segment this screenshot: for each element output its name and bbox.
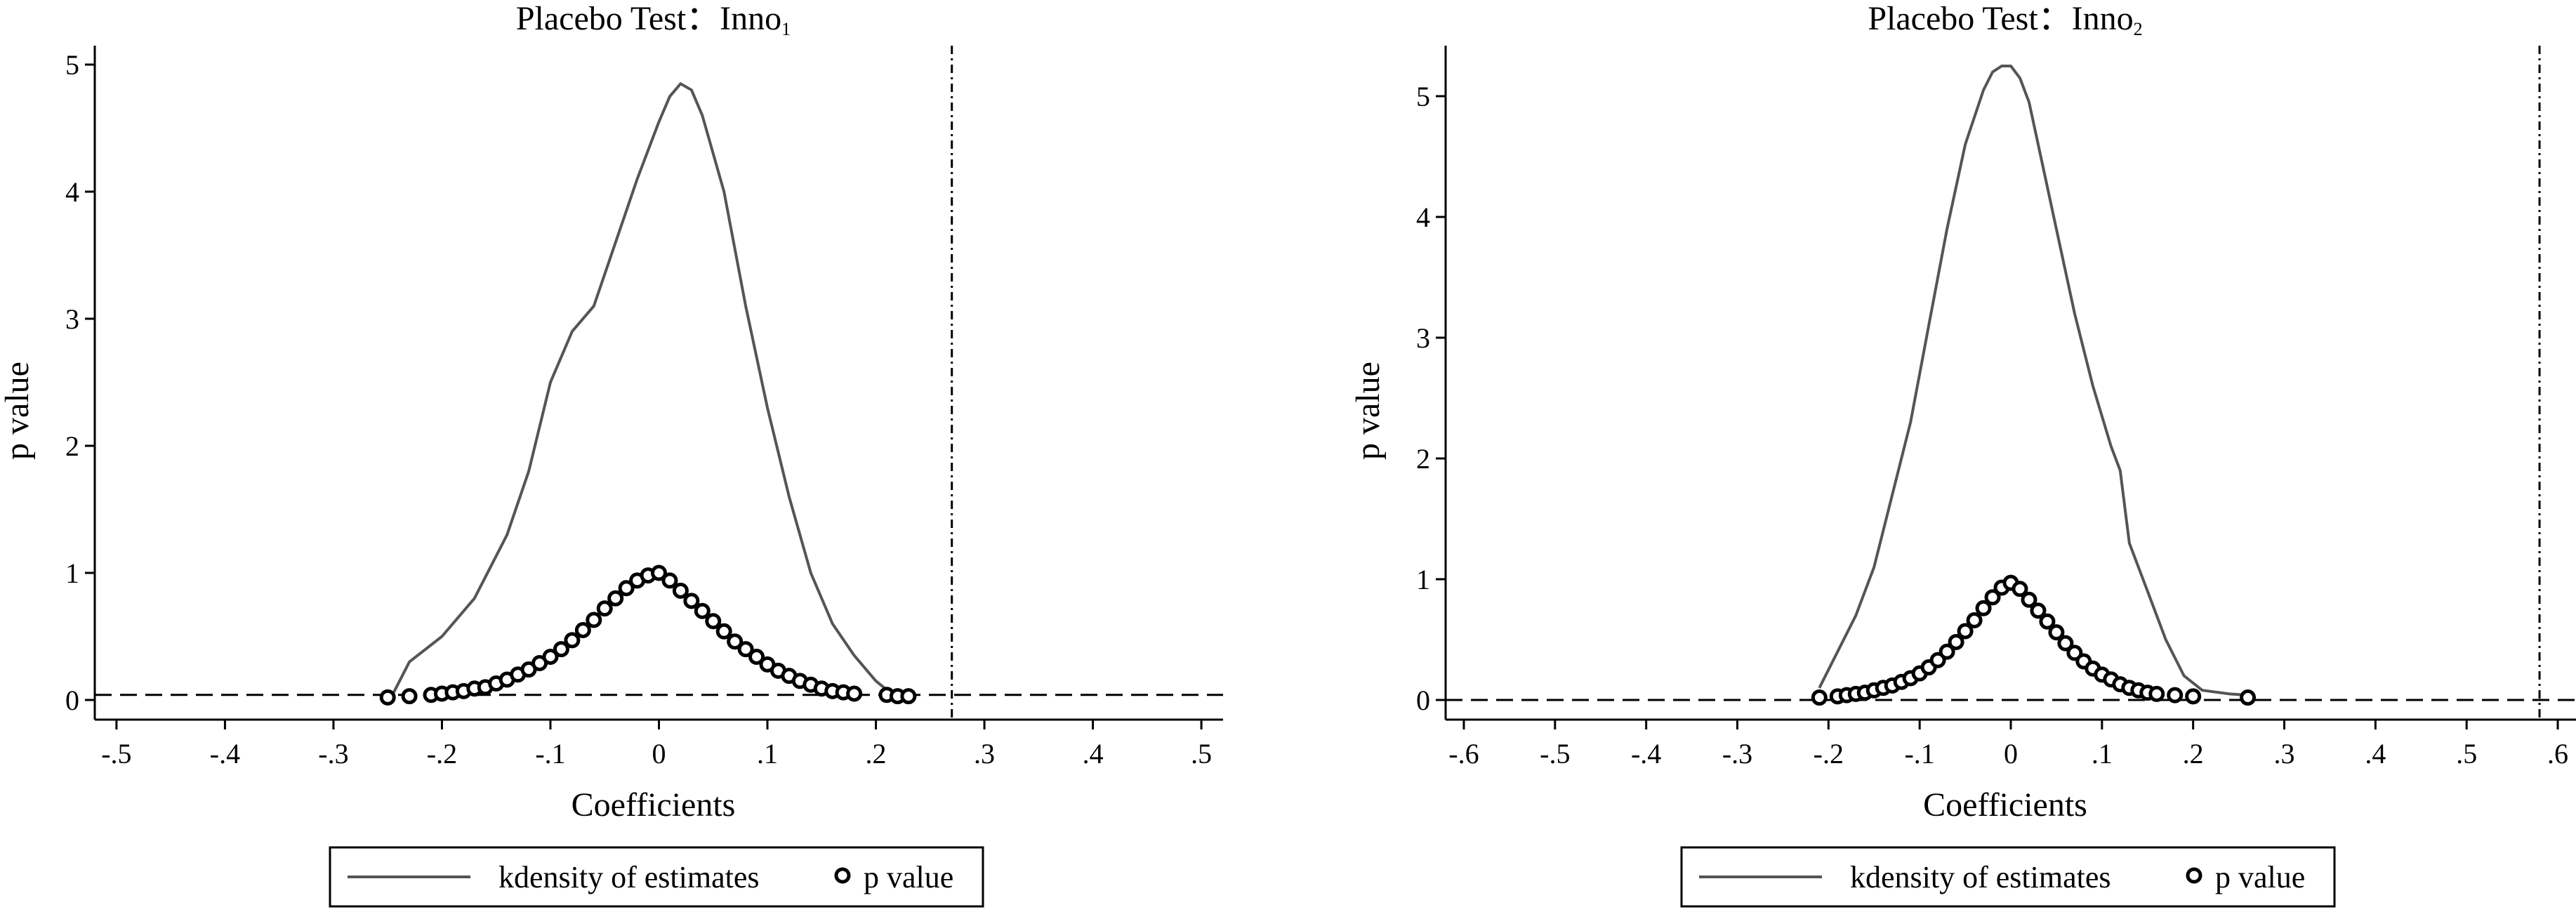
y-tick-label: 3 xyxy=(65,303,79,335)
kdensity-line xyxy=(392,82,904,695)
chart-title-text: Placebo Test：Inno xyxy=(1868,0,2133,37)
y-tick-label: 1 xyxy=(65,557,79,589)
p-value-point xyxy=(2148,685,2165,702)
x-tick-label: -.2 xyxy=(1814,738,1844,769)
p-value-point xyxy=(2021,591,2037,608)
p-value-point xyxy=(748,648,765,665)
x-tick-label: -.3 xyxy=(318,738,348,769)
x-tick-label: .3 xyxy=(2274,738,2295,769)
x-tick-label: -.6 xyxy=(1448,738,1479,769)
x-axis-label: Coefficients xyxy=(572,786,736,824)
p-value-point xyxy=(2048,624,2065,641)
p-value-point xyxy=(846,685,863,702)
x-tick-label: -.2 xyxy=(427,738,457,769)
p-value-point xyxy=(586,612,602,628)
x-tick-label: .4 xyxy=(1083,738,1104,769)
x-tick-label: .2 xyxy=(2183,738,2204,769)
p-value-point xyxy=(694,602,711,619)
x-tick-label: -.5 xyxy=(1540,738,1570,769)
x-tick-label: .6 xyxy=(2547,738,2568,769)
legend-marker-swatch xyxy=(2186,867,2202,884)
p-value-point xyxy=(715,623,732,640)
p-value-point xyxy=(737,641,754,658)
p-value-point xyxy=(542,648,559,665)
p-value-point xyxy=(553,641,569,658)
y-tick-label: 2 xyxy=(1416,443,1430,475)
p-value-point xyxy=(2185,688,2202,705)
y-tick-label: 1 xyxy=(1416,564,1430,595)
y-axis-label: p value xyxy=(1349,362,1387,460)
p-value-point xyxy=(564,632,581,649)
legend-marker-swatch xyxy=(834,867,851,884)
x-tick-label: -.5 xyxy=(101,738,131,769)
x-tick-label: -.4 xyxy=(210,738,240,769)
p-value-point xyxy=(401,688,418,705)
y-tick-label: 0 xyxy=(1416,685,1430,716)
chart-title: Placebo Test：Inno2 xyxy=(1868,0,2142,39)
legend-entry-kdensity: kdensity of estimates xyxy=(1850,860,2111,894)
x-tick-label: -.1 xyxy=(535,738,565,769)
y-axis-label: p value xyxy=(0,362,36,460)
chart-title-subscript: 2 xyxy=(2134,19,2143,39)
x-tick-label: .1 xyxy=(2092,738,2113,769)
x-axis-label: Coefficients xyxy=(1923,786,2087,824)
p-value-point xyxy=(2240,689,2257,706)
legend-entry-pvalue: p value xyxy=(864,860,953,894)
p-value-point xyxy=(1957,623,1974,640)
y-tick-label: 2 xyxy=(65,430,79,462)
legend-entry-kdensity: kdensity of estimates xyxy=(498,860,760,894)
legend-entry-pvalue: p value xyxy=(2215,860,2305,894)
x-tick-label: 0 xyxy=(2004,738,2018,769)
p-value-point xyxy=(683,593,700,609)
p-value-point xyxy=(2030,602,2047,619)
y-tick-label: 0 xyxy=(65,685,79,716)
chart-title-subscript: 1 xyxy=(781,19,791,39)
kdensity-line xyxy=(1818,65,2248,697)
p-value-point xyxy=(574,621,591,638)
p-value-point xyxy=(1938,643,1955,660)
p-value-point xyxy=(900,688,917,705)
p-value-point xyxy=(596,600,613,617)
p-value-point xyxy=(1975,600,1992,616)
p-value-point xyxy=(1984,589,2001,606)
x-tick-label: .2 xyxy=(866,738,887,769)
x-tick-label: 0 xyxy=(652,738,666,769)
y-tick-label: 4 xyxy=(1416,201,1430,233)
p-value-point xyxy=(705,613,722,630)
x-tick-label: .5 xyxy=(1191,738,1212,769)
p-value-point xyxy=(1966,612,1983,628)
x-tick-label: .5 xyxy=(2456,738,2477,769)
x-tick-label: -.3 xyxy=(1722,738,1752,769)
p-value-point xyxy=(727,633,744,650)
y-tick-label: 5 xyxy=(65,49,79,81)
p-value-point xyxy=(2039,613,2056,630)
x-tick-label: -.4 xyxy=(1631,738,1661,769)
x-tick-label: -.1 xyxy=(1904,738,1934,769)
y-tick-label: 3 xyxy=(1416,322,1430,354)
p-value-point xyxy=(2057,635,2074,652)
x-tick-label: .1 xyxy=(757,738,778,769)
y-tick-label: 5 xyxy=(1416,81,1430,112)
chart-title-text: Placebo Test：Inno xyxy=(516,0,781,37)
p-value-point xyxy=(1948,633,1964,650)
p-value-point xyxy=(379,689,396,706)
x-tick-label: .4 xyxy=(2365,738,2386,769)
p-value-point xyxy=(2167,687,2184,703)
x-tick-label: .3 xyxy=(974,738,995,769)
y-tick-label: 4 xyxy=(65,176,79,208)
chart-title: Placebo Test：Inno1 xyxy=(516,0,791,39)
p-value-point xyxy=(661,572,678,589)
p-value-point xyxy=(672,582,689,599)
p-value-point xyxy=(2012,581,2028,597)
p-value-point xyxy=(651,564,667,581)
p-value-point xyxy=(1811,689,1828,706)
p-value-point xyxy=(607,590,624,607)
p-value-point xyxy=(618,580,635,597)
